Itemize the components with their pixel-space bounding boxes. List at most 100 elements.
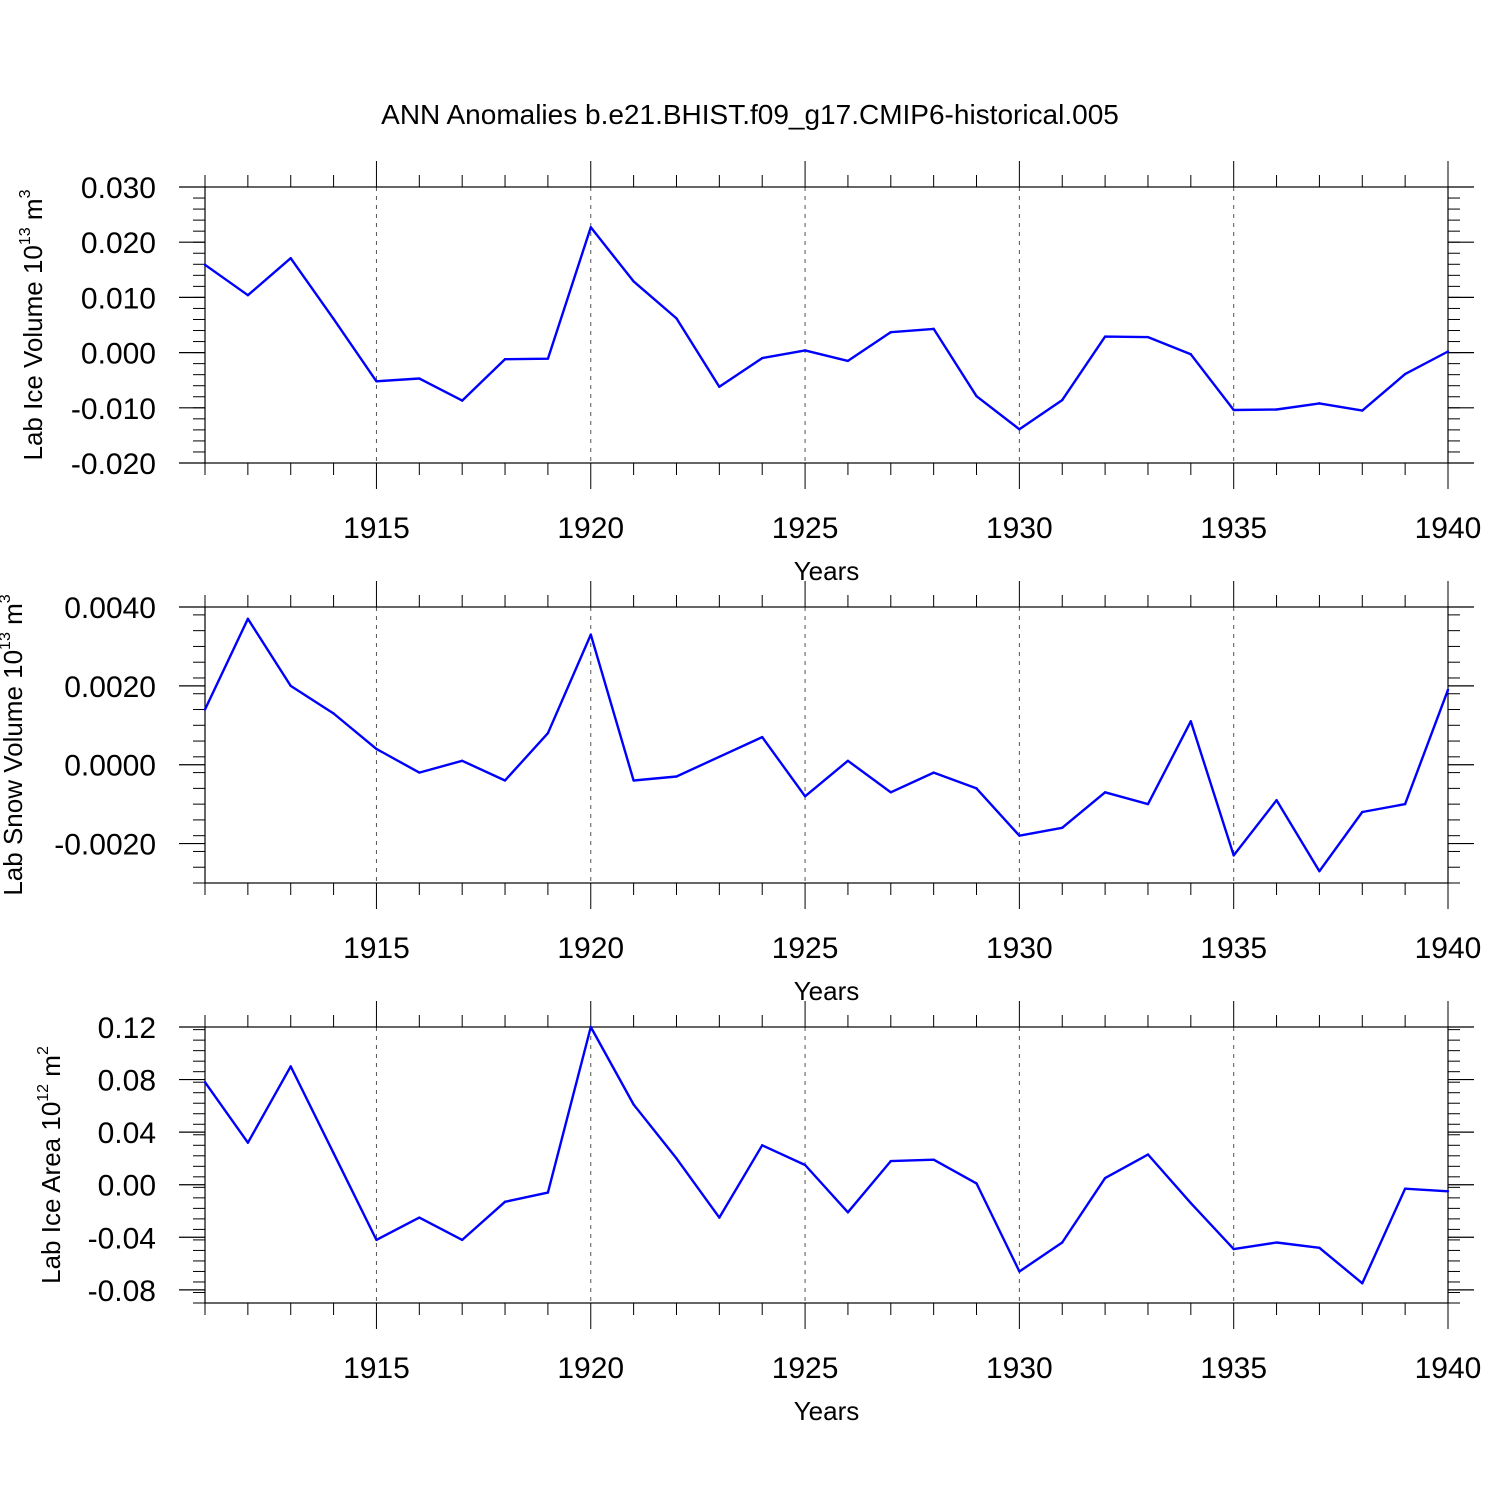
data-point xyxy=(761,1144,764,1147)
y-tick-label: 0.12 xyxy=(98,1012,156,1045)
y-axis-title-unit-exponent: 3 xyxy=(0,594,14,603)
data-point xyxy=(889,330,892,334)
y-tick-label: 0.0020 xyxy=(64,671,156,704)
x-tick-label: 1920 xyxy=(557,1352,624,1385)
y-tick-label: -0.020 xyxy=(71,448,156,481)
data-point xyxy=(1061,826,1064,829)
data-point xyxy=(332,712,335,715)
y-axis-title-main: Lab Ice Volume 10 xyxy=(18,245,48,460)
data-point xyxy=(589,1025,592,1029)
y-axis-title-main: Lab Snow Volume 10 xyxy=(0,650,28,896)
y-tick-label: -0.08 xyxy=(88,1275,156,1308)
data-point xyxy=(203,708,207,711)
x-tick-label: 1930 xyxy=(986,1352,1053,1385)
data-point xyxy=(1146,335,1150,339)
x-tick-label: 1935 xyxy=(1200,932,1267,965)
data-point xyxy=(889,1159,892,1163)
data-point xyxy=(1318,402,1321,405)
data-point xyxy=(1361,409,1364,412)
data-point xyxy=(1275,799,1278,802)
data-point xyxy=(246,293,250,297)
data-point xyxy=(1318,1246,1321,1250)
y-axis-title-unit-exponent: 3 xyxy=(17,189,34,198)
y-axis-title-exponent: 13 xyxy=(17,227,34,245)
data-point xyxy=(932,327,935,331)
y-axis-title-unit-exponent: 2 xyxy=(35,1046,52,1055)
data-point xyxy=(1403,1187,1407,1190)
y-tick-label: -0.010 xyxy=(71,393,156,426)
x-tick-label: 1940 xyxy=(1415,932,1482,965)
y-tick-label: 0.04 xyxy=(98,1117,156,1150)
data-point xyxy=(546,357,550,360)
data-point xyxy=(1018,1270,1021,1273)
data-point xyxy=(761,735,764,739)
x-tick-label: 1925 xyxy=(772,932,839,965)
data-point xyxy=(718,755,721,759)
data-point xyxy=(632,280,635,283)
data-point xyxy=(846,759,850,762)
x-tick-label: 1940 xyxy=(1415,1352,1482,1385)
y-axis-title-exponent: 13 xyxy=(0,632,14,650)
series-line xyxy=(203,617,1450,873)
y-axis-title-unit: m xyxy=(36,1055,66,1084)
data-point xyxy=(1189,720,1193,723)
data-point xyxy=(975,1182,978,1185)
data-point xyxy=(1018,834,1021,837)
data-point xyxy=(1146,802,1150,806)
data-point xyxy=(289,1065,292,1068)
panel-3: -0.08 -0.04 0.00 0.04 0.08 0.12 1915 1920 1925 19… xyxy=(35,1001,1481,1426)
y-axis-title-unit: m xyxy=(0,603,28,632)
y-tick-label: 0.010 xyxy=(81,282,156,315)
data-point xyxy=(1446,688,1450,691)
x-tick-label: 1920 xyxy=(557,932,624,965)
data-point xyxy=(503,1200,507,1204)
data-point xyxy=(246,1141,250,1144)
data-point xyxy=(975,395,978,398)
y-tick-label: 0.000 xyxy=(81,338,156,371)
y-tick-label: -0.04 xyxy=(88,1222,156,1255)
series-line xyxy=(204,1025,1449,1285)
data-point xyxy=(375,747,378,751)
data-point xyxy=(1275,408,1278,411)
data-point xyxy=(546,1191,550,1194)
y-tick-label: 0.020 xyxy=(81,227,156,260)
y-tick-label: -0.0020 xyxy=(54,829,156,862)
y-axis-title-main: Lab Ice Area 10 xyxy=(36,1102,66,1284)
x-axis-title: Years xyxy=(794,976,860,1006)
data-point xyxy=(932,1158,935,1161)
y-axis-title-unit: m xyxy=(18,198,48,227)
y-tick-label: 0.0040 xyxy=(64,592,156,625)
data-point xyxy=(975,787,978,790)
x-tick-label: 1935 xyxy=(1200,1352,1267,1385)
data-point xyxy=(1189,353,1193,356)
data-point xyxy=(460,399,464,402)
data-point xyxy=(1146,1153,1150,1156)
x-tick-label: 1940 xyxy=(1415,512,1482,545)
data-point xyxy=(761,356,764,360)
data-point xyxy=(289,257,292,260)
y-axis-title: Lab Ice Volume 1013 m3 xyxy=(17,189,48,460)
data-point xyxy=(418,771,421,774)
y-tick-label: 0.0000 xyxy=(64,750,156,783)
x-tick-label: 1930 xyxy=(986,512,1053,545)
data-point xyxy=(246,617,250,621)
data-point xyxy=(1061,1241,1064,1244)
data-point xyxy=(1361,1282,1364,1285)
x-tick-label: 1920 xyxy=(557,512,624,545)
data-point xyxy=(1103,1176,1107,1180)
data-point xyxy=(460,759,464,762)
data-point xyxy=(1232,408,1235,412)
data-point xyxy=(1275,1241,1278,1244)
x-tick-label: 1925 xyxy=(772,512,839,545)
data-point xyxy=(1318,869,1321,873)
y-tick-label: 0.08 xyxy=(98,1065,156,1098)
data-point xyxy=(1232,854,1235,857)
data-point xyxy=(1446,1190,1450,1193)
x-axis-title: Years xyxy=(794,1396,860,1426)
data-point xyxy=(632,1103,635,1106)
data-point xyxy=(718,385,721,389)
x-tick-label: 1915 xyxy=(343,512,410,545)
chart-title: ANN Anomalies b.e21.BHIST.f09_g17.CMIP6-… xyxy=(381,99,1119,130)
